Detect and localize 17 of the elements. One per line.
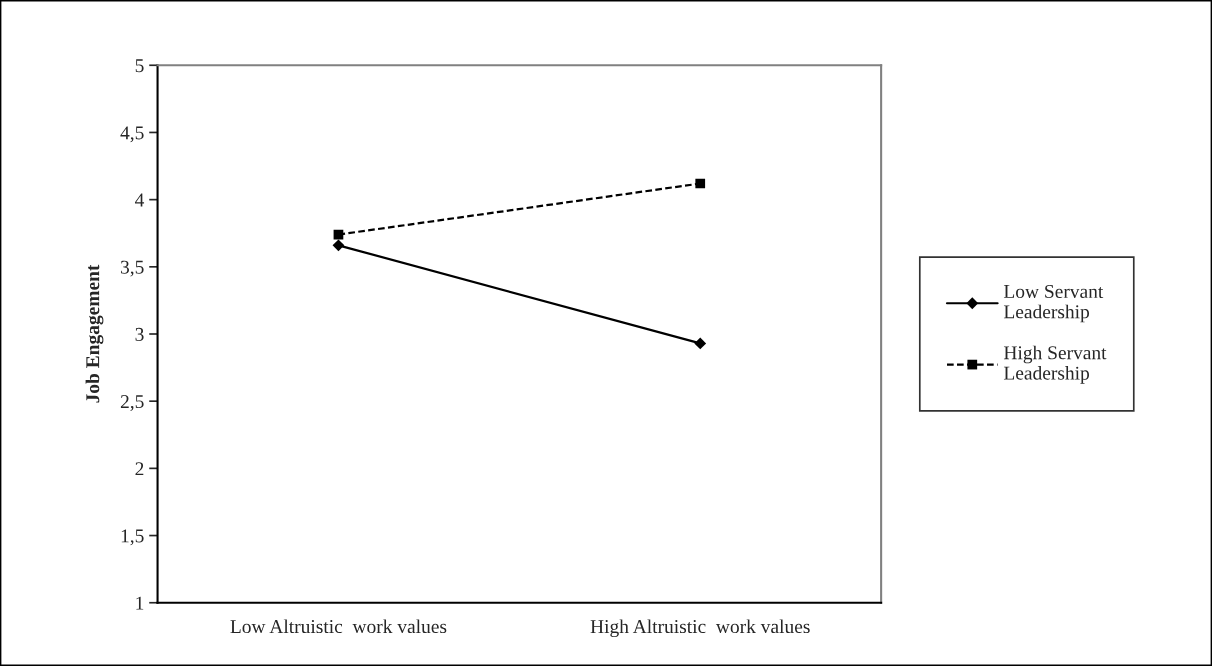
y-tick-label: 1,5 <box>121 529 144 546</box>
legend-label: Low Servant Leadership <box>1003 284 1104 323</box>
y-axis-title: Job Engagement <box>85 264 104 403</box>
y-tick-label: 3 <box>135 327 144 341</box>
point <box>332 239 345 252</box>
y-tick-label: 2 <box>135 462 144 476</box>
y-tick-label: 1 <box>136 596 144 610</box>
y-tick-label: 4 <box>135 193 145 207</box>
y-tick-label: 3,5 <box>120 260 144 277</box>
point <box>694 337 707 350</box>
point <box>695 178 706 189</box>
y-tick-label: 5 <box>135 59 144 73</box>
x-tick-label: Low Altruistic work values <box>230 619 447 634</box>
y-tick-label: 2,5 <box>120 395 144 411</box>
x-tick-label: High Altruistic work values <box>590 619 810 638</box>
legend-label: High Servant Leadership <box>1003 345 1107 384</box>
y-tick-label: 4,5 <box>120 126 144 143</box>
